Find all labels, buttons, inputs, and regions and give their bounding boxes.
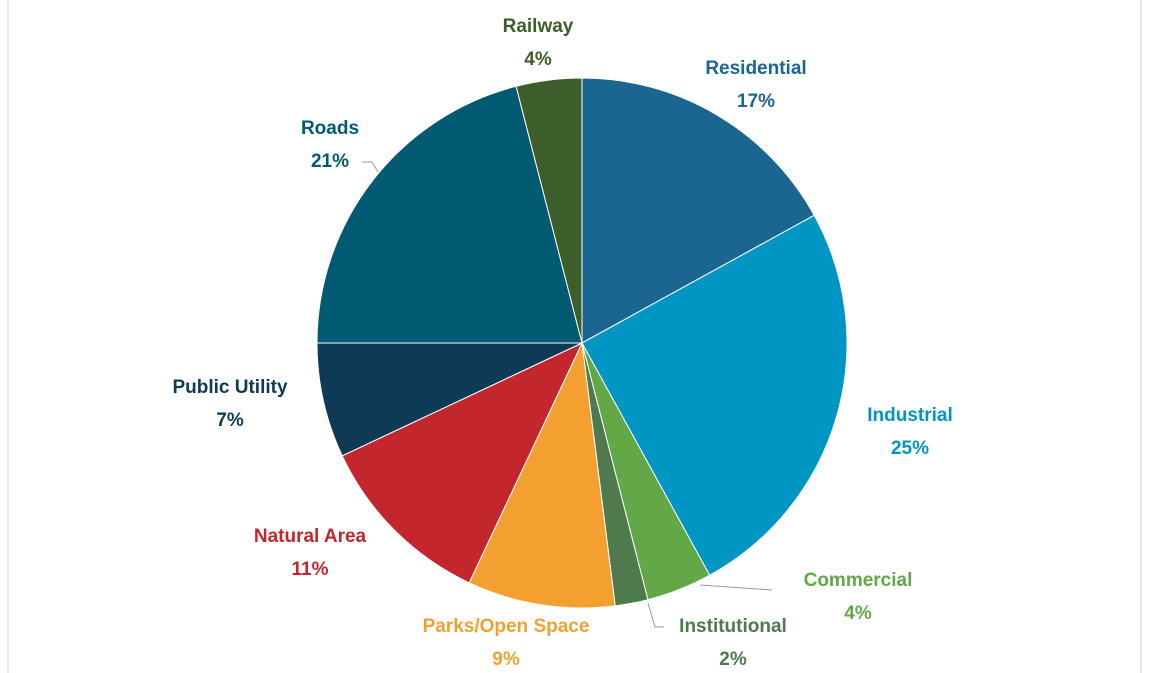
slice-label: Roads bbox=[301, 118, 359, 139]
slice-value-label: 2% bbox=[719, 649, 747, 670]
slice-value-label: 21% bbox=[311, 151, 349, 172]
slice-value-label: 4% bbox=[844, 603, 872, 624]
slice-label: Residential bbox=[705, 58, 806, 79]
pie-slice bbox=[581, 77, 815, 344]
slice-label: Parks/Open Space bbox=[423, 616, 590, 637]
slice-value-label: 11% bbox=[292, 559, 329, 580]
slice-label: Railway bbox=[503, 16, 574, 37]
slice-label: Commercial bbox=[804, 570, 913, 591]
leader-line bbox=[362, 161, 379, 173]
leader-line bbox=[647, 602, 664, 628]
slice-label: Industrial bbox=[867, 405, 953, 426]
slice-value-label: 17% bbox=[737, 91, 775, 112]
pie-slice bbox=[581, 214, 848, 576]
pie-slice bbox=[316, 85, 583, 344]
leader-line bbox=[699, 584, 773, 591]
slice-label: Institutional bbox=[679, 616, 787, 637]
slice-value-label: 25% bbox=[891, 438, 929, 459]
pie-slice bbox=[341, 341, 584, 584]
pie-slice bbox=[468, 341, 616, 609]
pie bbox=[316, 77, 848, 609]
pie-slice bbox=[515, 77, 583, 344]
slice-label: Public Utility bbox=[172, 377, 288, 398]
slice-value-label: 9% bbox=[492, 649, 520, 670]
slice-value-label: 4% bbox=[524, 49, 552, 70]
pie-slice bbox=[316, 342, 583, 457]
slice-value-label: 7% bbox=[216, 410, 244, 431]
slice-label: Natural Area bbox=[254, 526, 367, 547]
